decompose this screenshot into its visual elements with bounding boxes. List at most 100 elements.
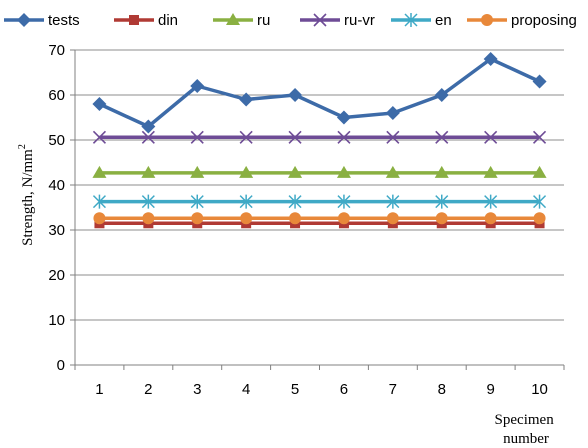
legend-label: ru: [257, 12, 270, 29]
legend-marker: [226, 13, 240, 25]
x-tick-label: 3: [193, 381, 201, 398]
gridlines: [75, 49, 564, 321]
series-en: [92, 194, 547, 209]
data-point: [141, 119, 156, 134]
series-ru: [92, 165, 547, 178]
legend-label: din: [158, 12, 178, 29]
y-tick-labels: 0 10 20 30 40 50 60 70: [48, 42, 65, 374]
y-tick-label: 50: [48, 132, 65, 149]
data-point: [190, 79, 205, 93]
y-axis-title-text: Strength, N/mm: [20, 149, 36, 246]
data-point: [239, 194, 253, 209]
x-tick-label: 7: [389, 381, 397, 398]
data-point: [92, 165, 107, 178]
legend-label: proposing: [511, 12, 577, 29]
data-point: [141, 130, 155, 144]
data-point: [483, 52, 498, 66]
data-point: [483, 165, 498, 178]
legend-marker: [17, 13, 31, 27]
x-tick-label: 8: [438, 381, 446, 398]
x-tick-labels: 1 2 3 4 5 6 7 8 9 10: [95, 381, 548, 398]
legend-marker: [129, 15, 139, 25]
data-point: [435, 130, 449, 144]
x-tick-label: 6: [340, 381, 348, 398]
data-point: [385, 165, 400, 178]
data-point: [434, 165, 449, 178]
legend: tests din ru ru-vr en proposing: [4, 12, 577, 29]
legend-item-en: en: [391, 12, 452, 29]
data-point: [288, 194, 302, 209]
y-tick-label: 10: [48, 312, 65, 329]
x-axis-title: Specimen number: [495, 412, 558, 447]
data-point: [484, 212, 497, 225]
data-point: [141, 165, 156, 178]
data-point: [240, 212, 253, 225]
data-point: [92, 97, 107, 111]
data-point: [435, 194, 449, 209]
data-point: [386, 212, 399, 225]
data-point: [532, 74, 547, 89]
x-tick-label: 4: [242, 381, 250, 398]
y-tick-label: 60: [48, 87, 65, 104]
legend-marker: [404, 13, 418, 27]
data-point: [533, 212, 546, 225]
data-point: [434, 88, 449, 102]
data-point: [484, 130, 498, 144]
legend-marker: [481, 14, 493, 26]
data-point: [142, 212, 155, 225]
legend-label: en: [435, 12, 452, 29]
x-tick-label: 9: [486, 381, 494, 398]
legend-item-proposing: proposing: [467, 12, 577, 29]
data-point: [337, 130, 351, 144]
data-point: [289, 212, 302, 225]
data-point: [288, 130, 302, 144]
data-point: [533, 194, 547, 209]
legend-marker: [313, 13, 327, 27]
data-point: [191, 212, 204, 225]
axes: [70, 49, 565, 370]
x-axis-title-line-1: Specimen: [495, 412, 555, 428]
y-tick-label: 40: [48, 177, 65, 194]
data-point: [386, 130, 400, 144]
data-point: [288, 88, 303, 102]
series-tests: [92, 52, 547, 134]
data-point: [337, 212, 350, 225]
data-point: [190, 130, 204, 144]
x-tick-label: 1: [95, 381, 103, 398]
data-point: [337, 194, 351, 209]
y-axis-title-superscript: 2: [17, 144, 28, 149]
data-point: [435, 212, 448, 225]
data-point: [239, 92, 254, 107]
data-point: [239, 130, 253, 144]
data-point: [288, 165, 303, 178]
data-point: [92, 130, 107, 144]
data-point: [336, 165, 351, 178]
data-point: [336, 110, 351, 125]
data-point: [385, 106, 400, 120]
x-tick-label: 10: [531, 381, 548, 398]
legend-item-ru: ru: [213, 12, 270, 29]
y-tick-label: 0: [57, 357, 65, 374]
x-tick-label: 5: [291, 381, 299, 398]
y-axis-title: Strength, N/mm2: [17, 144, 36, 246]
series-proposing: [93, 212, 546, 225]
legend-label: tests: [48, 12, 80, 29]
data-point: [190, 165, 205, 178]
y-tick-label: 20: [48, 267, 65, 284]
y-tick-label: 70: [48, 42, 65, 59]
series-group: [92, 52, 547, 229]
x-tick-label: 2: [144, 381, 152, 398]
legend-label: ru-vr: [344, 12, 375, 29]
legend-item-ru-vr: ru-vr: [300, 12, 375, 29]
series-ru-vr: [92, 130, 547, 144]
data-point: [190, 194, 204, 209]
data-point: [93, 212, 106, 225]
data-point: [532, 130, 547, 144]
data-point: [92, 194, 106, 209]
data-point: [532, 165, 547, 178]
legend-item-tests: tests: [4, 12, 80, 29]
y-tick-label: 30: [48, 222, 65, 239]
data-point: [141, 194, 155, 209]
legend-item-din: din: [114, 12, 178, 29]
